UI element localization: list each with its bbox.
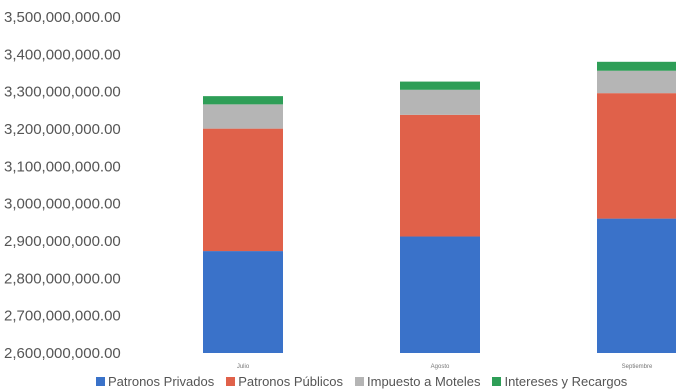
bars (203, 61, 676, 353)
bar-segment (400, 89, 480, 115)
y-tick-label: 2,800,000,000.00 (4, 270, 121, 287)
bar-segment (203, 128, 283, 252)
bar-segment (203, 96, 283, 105)
legend-swatch (226, 377, 236, 386)
bar-segment (400, 81, 480, 90)
x-tick-label: Septiembre (622, 364, 653, 370)
bar-segment (597, 61, 676, 71)
legend-label: Patronos Públicos (238, 374, 344, 389)
y-tick-label: 3,000,000,000.00 (4, 196, 121, 213)
bar-segment (203, 104, 283, 129)
y-tick-label: 3,100,000,000.00 (4, 158, 121, 175)
legend-item: Impuesto a Moteles (355, 374, 480, 389)
legend-swatch (492, 377, 502, 386)
legend-label: Impuesto a Moteles (367, 374, 481, 389)
x-tick-label: Julio (237, 364, 250, 370)
bar-segment (597, 70, 676, 94)
bar-segment (400, 114, 480, 237)
bar-segment (597, 218, 676, 353)
legend-swatch (96, 377, 105, 386)
y-tick-label: 3,300,000,000.00 (4, 84, 121, 101)
legend-item: Patronos Privados (96, 374, 214, 389)
y-axis: 3,500,000,000.00 3,400,000,000.00 3,300,00… (4, 9, 121, 362)
legend-item: Intereses y Recargos (492, 374, 627, 389)
legend-label: Patronos Privados (108, 374, 215, 389)
y-tick-label: 2,600,000,000.00 (4, 345, 121, 362)
y-tick-label: 2,900,000,000.00 (4, 233, 121, 250)
bar-segment (597, 93, 676, 219)
x-axis: Julio Agosto Septiembre (237, 364, 653, 370)
legend: Patronos Privados Patronos Públicos Impues… (96, 374, 627, 389)
legend-swatch (355, 377, 365, 386)
y-tick-label: 2,700,000,000.00 (4, 308, 121, 325)
y-tick-label: 3,400,000,000.00 (4, 46, 121, 63)
x-tick-label: Agosto (431, 364, 450, 370)
bar-segment (400, 236, 480, 353)
legend-label: Intereses y Recargos (504, 374, 628, 389)
legend-item: Patronos Públicos (226, 374, 343, 389)
y-tick-label: 3,500,000,000.00 (4, 9, 121, 26)
bar-segment (203, 251, 283, 353)
y-tick-label: 3,200,000,000.00 (4, 121, 121, 138)
